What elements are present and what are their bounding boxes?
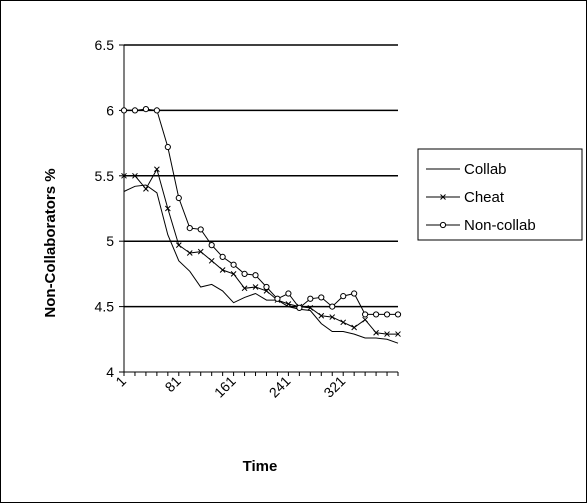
data-point-non-collab <box>230 261 237 268</box>
data-point-non-collab <box>219 253 226 260</box>
y-axis-title: Non-Collaborators % <box>42 168 59 317</box>
data-point-cheat <box>186 250 193 256</box>
data-point-non-collab <box>263 283 270 291</box>
data-point-non-collab <box>252 272 259 279</box>
data-point-non-collab <box>274 295 281 302</box>
data-point-non-collab <box>164 143 171 151</box>
data-point-cheat <box>154 166 160 173</box>
data-point-cheat <box>373 329 379 336</box>
y-tick-label: 5.5 <box>95 168 115 184</box>
data-point-cheat <box>121 172 127 179</box>
series-layer <box>120 105 402 344</box>
legend-item-non-collab: Non-collab <box>426 217 536 234</box>
y-tick-label: 6 <box>106 102 114 118</box>
data-point-non-collab <box>296 304 303 312</box>
data-point-cheat <box>285 301 292 307</box>
data-point-non-collab <box>362 311 369 318</box>
gridlines <box>124 44 398 308</box>
data-point-cheat <box>208 257 215 264</box>
data-point-cheat <box>384 331 390 337</box>
data-point-non-collab <box>383 311 391 318</box>
data-point-non-collab <box>318 294 325 301</box>
data-point-cheat <box>340 319 347 326</box>
x-axis-title: Time <box>243 458 278 475</box>
y-tick-label: 4 <box>106 364 114 380</box>
data-point-non-collab <box>285 290 292 297</box>
data-point-cheat <box>143 186 149 192</box>
data-point-cheat <box>230 271 237 277</box>
series-line-cheat <box>124 167 398 335</box>
data-point-non-collab <box>329 303 336 310</box>
data-point-non-collab <box>351 290 358 297</box>
data-point-cheat <box>252 284 259 290</box>
legend-marker <box>439 221 447 229</box>
legend-marker <box>440 194 446 200</box>
data-point-cheat <box>164 205 171 212</box>
data-point-non-collab <box>394 311 402 318</box>
data-point-non-collab <box>175 194 182 202</box>
data-point-non-collab <box>142 105 150 113</box>
y-tick-label: 6.5 <box>95 37 115 53</box>
y-tick-label: 5 <box>106 233 114 249</box>
data-point-non-collab <box>153 107 160 114</box>
data-point-non-collab <box>197 226 204 233</box>
legend-label: Non-collab <box>464 217 536 234</box>
data-point-cheat <box>241 285 248 292</box>
legend: Collab Cheat Non-collab <box>417 148 583 241</box>
legend-item-cheat: Cheat <box>426 189 505 206</box>
data-point-non-collab <box>120 107 128 114</box>
data-point-cheat <box>318 312 325 319</box>
data-point-non-collab <box>372 311 380 318</box>
data-point-cheat <box>395 331 401 337</box>
series-non-collab <box>120 105 402 318</box>
data-point-cheat <box>307 305 314 311</box>
data-point-cheat <box>351 324 358 331</box>
legend-label: Collab <box>464 161 507 178</box>
y-tick-label: 4.5 <box>95 299 115 315</box>
y-tick-labels: 4 4.5 5 5.5 6 6.5 <box>95 37 115 380</box>
series-collab <box>123 184 399 344</box>
data-point-non-collab <box>241 270 248 277</box>
data-point-cheat <box>197 248 204 255</box>
data-point-non-collab <box>131 107 139 114</box>
legend-label: Cheat <box>464 189 505 206</box>
data-point-non-collab <box>340 293 347 300</box>
legend-item-collab: Collab <box>426 161 507 178</box>
data-point-cheat <box>329 314 336 320</box>
axes <box>119 44 399 376</box>
data-point-cheat <box>175 242 182 248</box>
data-point-non-collab <box>307 295 314 302</box>
data-point-non-collab <box>186 225 193 232</box>
data-point-cheat <box>132 172 138 179</box>
data-point-cheat <box>362 316 368 323</box>
series-line-collab <box>123 184 399 344</box>
data-point-non-collab <box>208 242 215 249</box>
data-point-cheat <box>219 267 226 273</box>
